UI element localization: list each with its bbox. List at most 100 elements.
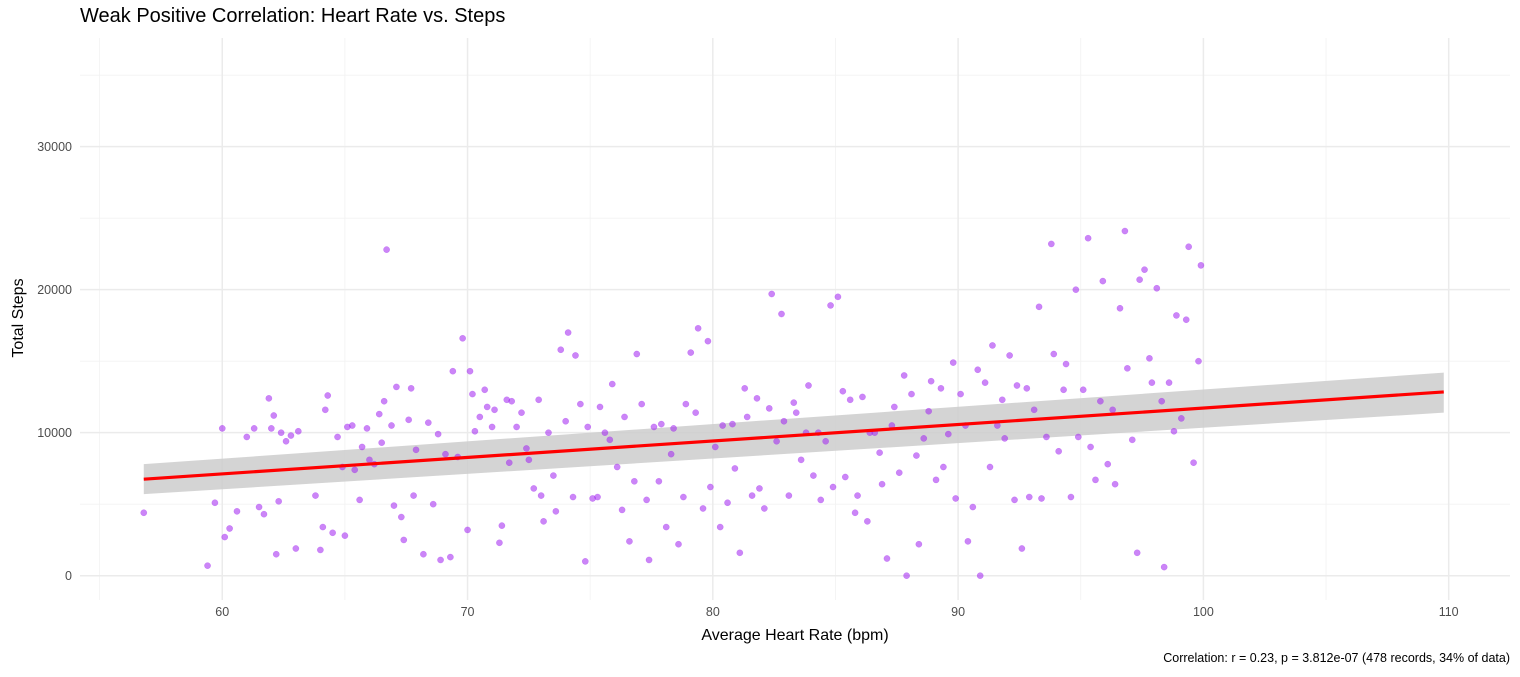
data-point: [792, 409, 800, 417]
data-point: [272, 550, 280, 558]
data-point: [530, 485, 538, 492]
data-point: [940, 463, 947, 471]
data-point: [250, 425, 258, 432]
data-point: [1092, 476, 1099, 484]
data-point: [540, 517, 547, 525]
chart-title: Weak Positive Correlation: Heart Rate vs…: [80, 5, 506, 27]
x-tick-label: 60: [215, 605, 229, 619]
data-point: [841, 473, 849, 481]
data-point: [459, 334, 466, 342]
data-point: [760, 505, 768, 512]
data-point: [1160, 563, 1168, 571]
data-point: [1197, 262, 1205, 269]
data-point: [211, 499, 219, 507]
data-point: [989, 342, 996, 349]
data-point: [778, 310, 785, 318]
data-point: [1050, 350, 1058, 358]
data-point: [601, 429, 609, 437]
data-point: [633, 350, 641, 358]
data-point: [1060, 386, 1067, 394]
data-point: [1136, 276, 1143, 284]
data-point: [707, 483, 714, 491]
data-point: [817, 496, 825, 504]
data-point: [851, 509, 859, 517]
data-point: [267, 425, 275, 432]
data-point: [1043, 433, 1050, 441]
data-point: [1001, 435, 1009, 442]
data-point: [736, 549, 744, 557]
data-point: [260, 510, 268, 518]
data-point: [476, 413, 484, 421]
data-point: [731, 465, 739, 472]
data-point: [523, 445, 530, 452]
data-point: [1087, 443, 1094, 451]
data-point: [1011, 496, 1018, 504]
data-point: [680, 493, 687, 501]
data-point: [363, 425, 371, 432]
data-point: [687, 349, 695, 356]
data-point: [366, 456, 373, 464]
data-point: [1006, 352, 1013, 359]
data-point: [1177, 415, 1185, 422]
data-point: [1195, 357, 1202, 365]
data-point: [780, 417, 788, 425]
data-point: [1109, 406, 1116, 414]
data-point: [927, 377, 935, 385]
y-tick-label: 10000: [37, 426, 72, 440]
data-point: [1030, 406, 1038, 414]
data-point: [667, 450, 675, 458]
data-point: [729, 420, 736, 428]
data-point: [716, 523, 724, 531]
data-point: [348, 422, 356, 429]
data-point: [743, 413, 751, 421]
data-point: [1047, 240, 1055, 248]
data-point: [741, 385, 749, 392]
data-point: [1190, 459, 1197, 467]
data-point: [449, 367, 457, 375]
data-point: [491, 406, 498, 414]
data-point: [650, 423, 658, 431]
x-tick-label: 70: [461, 605, 475, 619]
data-point: [724, 499, 731, 507]
data-point: [699, 505, 707, 512]
data-point: [890, 403, 898, 411]
data-point: [790, 399, 798, 407]
data-point: [434, 430, 442, 438]
data-point: [378, 439, 386, 447]
data-point: [287, 432, 295, 439]
data-point: [437, 556, 444, 564]
data-point: [226, 525, 233, 532]
trend-line-layer: [143, 390, 1444, 481]
data-point: [1146, 354, 1153, 362]
data-point: [508, 397, 516, 405]
data-point: [572, 352, 579, 359]
x-tick-label: 110: [1439, 605, 1459, 619]
data-point: [998, 396, 1006, 404]
y-tick-label: 0: [65, 569, 72, 583]
data-point: [753, 395, 761, 402]
data-point: [1104, 460, 1112, 468]
data-point: [1013, 382, 1021, 389]
data-point: [1062, 360, 1070, 368]
data-point: [140, 509, 148, 517]
y-axis-title: Total Steps: [10, 278, 27, 357]
data-point: [692, 409, 700, 417]
data-point: [920, 435, 928, 442]
data-point: [704, 337, 712, 345]
data-point: [334, 433, 341, 441]
data-point: [839, 387, 847, 395]
data-point: [319, 523, 327, 531]
data-point: [324, 392, 332, 399]
data-point: [768, 290, 776, 298]
data-point: [1067, 493, 1075, 501]
data-point: [312, 492, 319, 499]
data-point: [243, 433, 251, 441]
data-point: [913, 452, 920, 459]
data-point: [397, 513, 405, 521]
data-point: [895, 469, 903, 477]
data-point: [393, 383, 400, 391]
data-point: [657, 420, 665, 428]
data-point: [797, 456, 805, 464]
confidence-band: [143, 372, 1444, 495]
